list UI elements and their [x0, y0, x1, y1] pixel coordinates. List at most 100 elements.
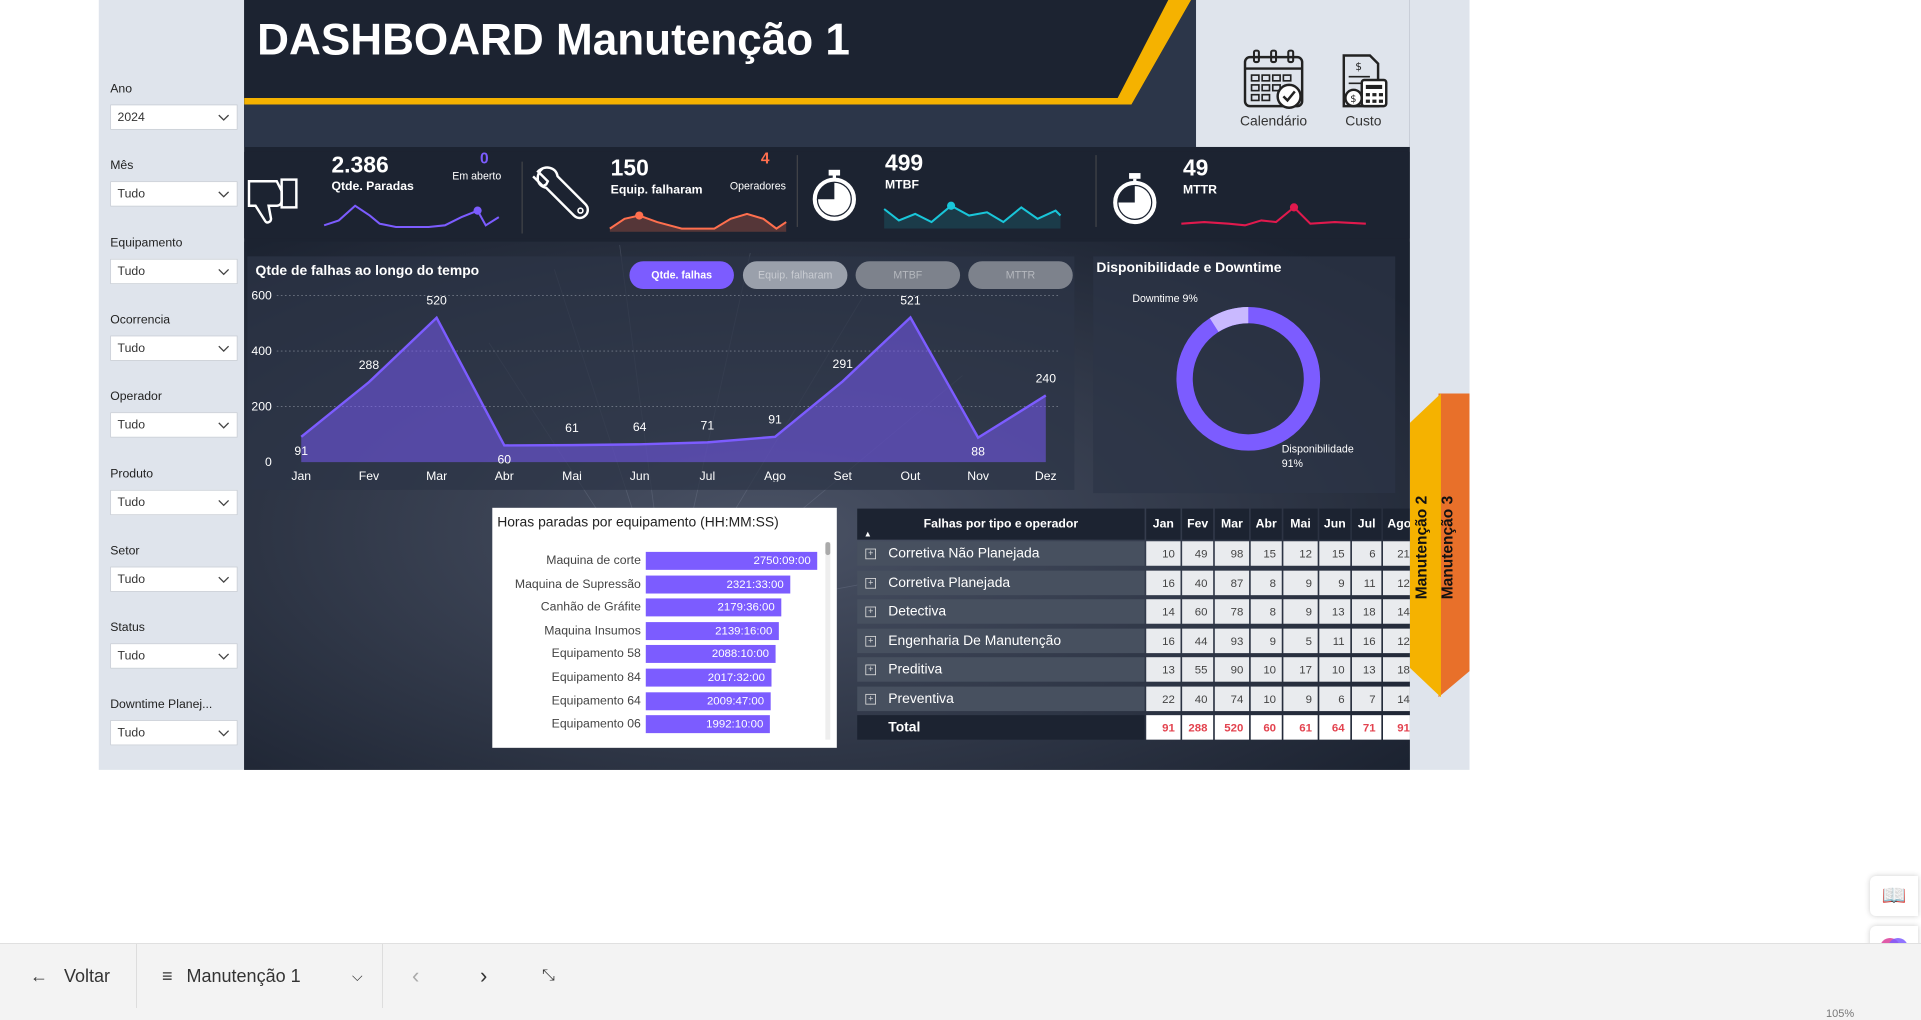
x-tick-label: Ago	[764, 469, 786, 482]
filter-3: Ocorrencia Tudo	[110, 312, 238, 361]
zoom-level: 105%	[1826, 1008, 1855, 1020]
hours-row[interactable]: Canhão de Gráfite 2179:36:00	[492, 598, 827, 617]
sort-ascending-icon[interactable]: ▲	[863, 529, 872, 539]
tab-manutencao-3[interactable]: Manutenção 3	[1439, 495, 1457, 600]
chevron-down-icon	[218, 345, 230, 352]
donut-title: Disponibilidade e Downtime	[1096, 259, 1282, 276]
matrix-cell: 6	[1319, 686, 1351, 711]
hours-value: 2088:10:00	[711, 646, 770, 660]
y-tick-label: 200	[251, 400, 272, 414]
svg-text:$: $	[1355, 60, 1362, 73]
filter-label: Ocorrencia	[110, 312, 171, 327]
calendar-button[interactable]: Calendário	[1237, 49, 1310, 130]
filter-dropdown[interactable]: Tudo	[110, 566, 238, 592]
matrix-col-header[interactable]: Fev	[1182, 508, 1214, 540]
matrix-col-header[interactable]: Jul	[1351, 508, 1382, 540]
expand-plus-icon[interactable]: +	[865, 664, 876, 676]
row-label: Corretiva Planejada	[888, 574, 1011, 590]
matrix-cell: 14	[1382, 599, 1410, 624]
hours-value: 2009:47:00	[706, 693, 765, 707]
hours-row[interactable]: Maquina Insumos 2139:16:00	[492, 621, 827, 640]
filter-dropdown[interactable]: 2024	[110, 104, 238, 130]
filter-dropdown[interactable]: Tudo	[110, 258, 238, 284]
matrix-col-header[interactable]: Mai	[1283, 508, 1318, 540]
kpi-divider	[521, 161, 523, 234]
matrix-row-header[interactable]: + Preventiva	[857, 686, 1145, 711]
row-label: Detectiva	[888, 603, 947, 619]
downtime-label: Downtime 9%	[1132, 292, 1198, 305]
matrix-col-header[interactable]: Jun	[1319, 508, 1351, 540]
scrollbar[interactable]	[825, 542, 831, 740]
filter-dropdown[interactable]: Tudo	[110, 335, 238, 361]
matrix-cell: 9	[1283, 570, 1318, 595]
expand-plus-icon[interactable]: +	[865, 635, 876, 647]
collapse-icon[interactable]: ⤡	[542, 967, 555, 984]
book-icon[interactable]: 📖	[1870, 876, 1918, 916]
toggle-equip-falharam[interactable]: Equip. falharam	[742, 261, 848, 290]
wrench-icon	[532, 166, 590, 220]
data-label: 91	[294, 444, 308, 458]
matrix-cell: 22	[1146, 686, 1181, 711]
filter-1: Mês Tudo	[110, 158, 238, 207]
matrix-col-header[interactable]: Abr	[1250, 508, 1282, 540]
kpi-open-label: Em aberto	[452, 169, 502, 183]
availability-pct-label: 91%	[1281, 457, 1303, 470]
matrix-row-header[interactable]: + Detectiva	[857, 599, 1145, 624]
toggle-qtde-falhas[interactable]: Qtde. falhas	[629, 261, 734, 290]
hours-row[interactable]: Equipamento 06 1992:10:00	[492, 715, 827, 734]
bottom-toolbar: ← Voltar ≡ Manutenção 1 ⌵ ‹ › ⤡ 105%	[0, 943, 1921, 1020]
chevron-down-icon	[218, 191, 230, 198]
matrix-cell: 8	[1250, 570, 1282, 595]
hours-row[interactable]: Equipamento 84 2017:32:00	[492, 668, 827, 687]
expand-plus-icon[interactable]: +	[865, 606, 876, 618]
back-button[interactable]: ← Voltar	[30, 944, 110, 1008]
matrix-col-header[interactable]: Jan	[1146, 508, 1181, 540]
matrix-row-header[interactable]: + Engenharia De Manutenção	[857, 628, 1145, 653]
expand-plus-icon[interactable]: +	[865, 548, 876, 560]
cost-button[interactable]: $ $ Custo	[1332, 52, 1396, 130]
filter-dropdown[interactable]: Tudo	[110, 181, 238, 207]
matrix-row-header[interactable]: + Preditiva	[857, 657, 1145, 682]
matrix-cell: 10	[1250, 657, 1282, 682]
filter-dropdown[interactable]: Tudo	[110, 720, 238, 746]
matrix-col-header[interactable]: Ago	[1382, 508, 1410, 540]
filter-5: Produto Tudo	[110, 466, 238, 515]
matrix-cell: 9	[1283, 686, 1318, 711]
cost-label: Custo	[1345, 113, 1382, 129]
page-selector[interactable]: ≡ Manutenção 1 ⌵	[162, 944, 363, 1008]
matrix-row-header[interactable]: + Corretiva Planejada	[857, 570, 1145, 595]
availability-donut	[1176, 306, 1321, 451]
cost-icon: $ $	[1342, 54, 1388, 108]
right-side-strip: Manutenção 2 Manutenção 3	[1409, 0, 1470, 770]
scrollbar-thumb[interactable]	[825, 542, 831, 556]
kpi-paradas-sparkline	[323, 204, 500, 228]
kpi-mttr-sparkline	[1181, 203, 1366, 227]
matrix-cell: 71	[1351, 715, 1382, 740]
next-page-icon[interactable]: ›	[480, 963, 488, 988]
matrix-cell: 13	[1319, 599, 1351, 624]
matrix-cell: 90	[1214, 657, 1250, 682]
filter-label: Produto	[110, 466, 154, 481]
filter-label: Mês	[110, 158, 134, 173]
matrix-cell: 93	[1214, 628, 1250, 653]
matrix-row-header[interactable]: + Corretiva Não Planejada	[857, 541, 1145, 566]
previous-page-icon[interactable]: ‹	[412, 963, 420, 988]
hours-row[interactable]: Equipamento 64 2009:47:00	[492, 691, 827, 710]
expand-plus-icon[interactable]: +	[865, 577, 876, 589]
expand-plus-icon[interactable]: +	[865, 693, 876, 705]
matrix-cell: 60	[1182, 599, 1214, 624]
filter-value: Tudo	[117, 418, 146, 433]
matrix-total-row-header[interactable]: Total	[857, 715, 1145, 740]
hours-row[interactable]: Equipamento 58 2088:10:00	[492, 645, 827, 664]
toggle-mttr[interactable]: MTTR	[968, 261, 1073, 290]
filter-dropdown[interactable]: Tudo	[110, 412, 238, 438]
hours-row[interactable]: Maquina de Supressão 2321:33:00	[492, 575, 827, 594]
calendar-label: Calendário	[1240, 113, 1308, 129]
tab-manutencao-2[interactable]: Manutenção 2	[1413, 495, 1431, 600]
filter-dropdown[interactable]: Tudo	[110, 643, 238, 669]
hours-row[interactable]: Maquina de corte 2750:09:00	[492, 551, 827, 570]
matrix-col-header[interactable]: Mar	[1214, 508, 1250, 540]
stopwatch-icon	[1113, 173, 1157, 225]
filter-dropdown[interactable]: Tudo	[110, 489, 238, 515]
toggle-mtbf[interactable]: MTBF	[855, 261, 961, 290]
